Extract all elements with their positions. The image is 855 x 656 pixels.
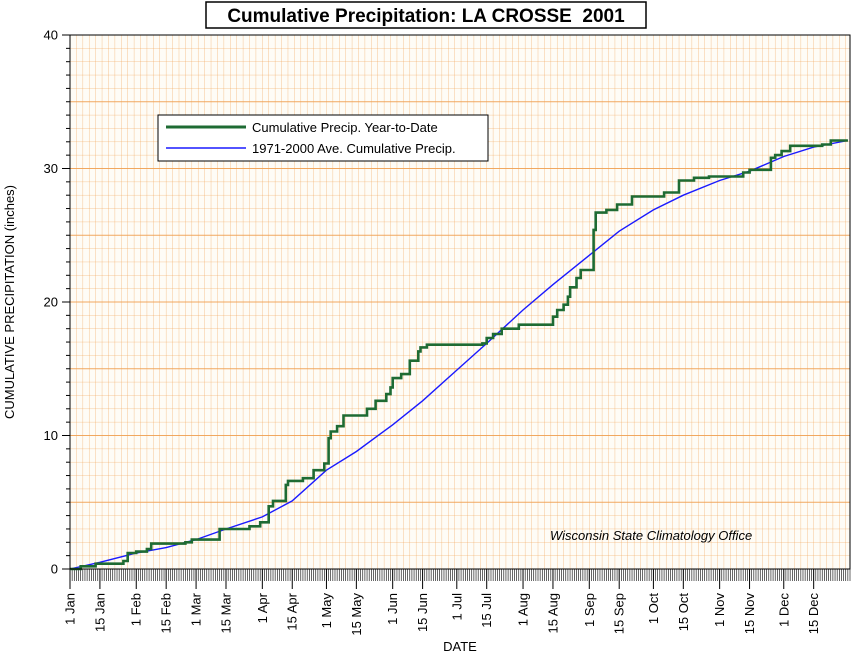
grid-layer bbox=[70, 35, 850, 569]
x-tick-label: 1 Jun bbox=[385, 593, 400, 625]
x-tick-label: 15 May bbox=[349, 593, 364, 636]
x-tick-label: 15 Mar bbox=[219, 592, 234, 633]
y-tick-label: 30 bbox=[44, 161, 58, 176]
y-tick-label: 10 bbox=[44, 428, 58, 443]
x-tick-label: 1 Sep bbox=[582, 593, 597, 627]
y-tick-label: 0 bbox=[51, 562, 58, 577]
x-tick-label: 15 Apr bbox=[285, 592, 300, 630]
x-tick-label: 15 Jan bbox=[92, 593, 107, 632]
plot-frame bbox=[69, 34, 851, 570]
source-annotation: Wisconsin State Climatology Office bbox=[550, 528, 752, 543]
x-tick-label: 1 May bbox=[319, 593, 334, 629]
x-tick-label: 1 Mar bbox=[189, 592, 204, 626]
x-axis-label: DATE bbox=[443, 639, 477, 654]
legend-box bbox=[157, 114, 489, 162]
y-tick-label: 40 bbox=[44, 28, 58, 43]
x-tick-label: 15 Dec bbox=[806, 593, 821, 635]
x-tick-label: 1 Jul bbox=[449, 593, 464, 621]
x-tick-label: 1 Dec bbox=[776, 593, 791, 627]
x-tick-label: 15 Jun bbox=[415, 593, 430, 632]
x-tick-label: 15 Jul bbox=[479, 593, 494, 628]
series-layer bbox=[69, 139, 849, 571]
x-tick-label: 15 Sep bbox=[612, 593, 627, 634]
x-tick-label: 1 Nov bbox=[712, 593, 727, 627]
y-tick-label: 20 bbox=[44, 295, 58, 310]
legend-label-average: 1971-2000 Ave. Cumulative Precip. bbox=[252, 141, 456, 156]
legend-label-ytd: Cumulative Precip. Year-to-Date bbox=[252, 120, 438, 135]
x-tick-label: 1 Apr bbox=[255, 592, 270, 623]
x-tick-label: 1 Feb bbox=[129, 593, 144, 626]
chart-title: Cumulative Precipitation: LA CROSSE 2001 bbox=[227, 6, 625, 27]
x-tick-label: 1 Aug bbox=[516, 593, 531, 626]
chart-title-box: Cumulative Precipitation: LA CROSSE 2001 bbox=[205, 1, 647, 29]
x-tick-label: 15 Aug bbox=[545, 593, 560, 634]
series-line-year-to-date bbox=[70, 139, 848, 571]
legend: Cumulative Precip. Year-to-Date 1971-200… bbox=[157, 114, 489, 162]
x-tick-label: 15 Oct bbox=[676, 593, 691, 632]
x-tick-label: 1 Oct bbox=[646, 593, 661, 624]
x-tick-label: 1 Jan bbox=[63, 593, 78, 625]
axis-layer: 1 Jan 15 Jan 1 Feb 15 Feb 1 Mar 15 Mar 1 Apr 15… bbox=[44, 28, 851, 636]
y-axis-label: CUMULATIVE PRECIPITATION (inches) bbox=[2, 185, 17, 419]
x-tick-label: 15 Feb bbox=[159, 593, 174, 633]
x-tick-label: 15 Nov bbox=[742, 593, 757, 635]
